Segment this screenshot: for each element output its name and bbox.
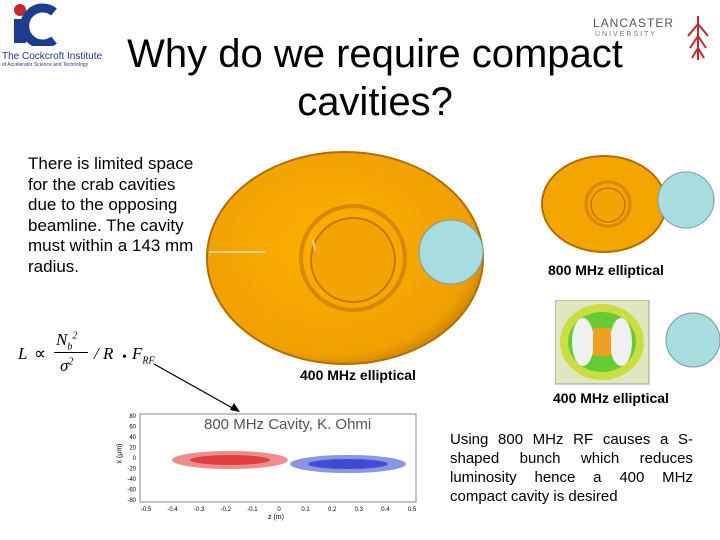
- x-tick-label: 0.1: [301, 507, 310, 513]
- x-tick-label: -0.5: [141, 507, 152, 513]
- luminosity-formula: L ∝ Nb2 σ2 / R • FRF: [18, 330, 178, 380]
- y-tick-label: 80: [129, 414, 136, 420]
- x-tick-label: 0.2: [328, 507, 337, 513]
- x-tick-label: -0.1: [247, 507, 258, 513]
- plot-xlabel: z (m): [268, 514, 284, 521]
- y-tick-label: 40: [129, 435, 136, 441]
- intro-paragraph: There is limited space for the crab cavi…: [28, 154, 194, 276]
- plot-title: 800 MHz Cavity, K. Ohmi: [204, 416, 372, 433]
- blue-bunch-core: [308, 459, 388, 469]
- formula-dot: •: [122, 350, 127, 365]
- slide-title-line2: cavities?: [297, 80, 453, 124]
- formula-lhs: L: [18, 344, 28, 363]
- caption-400mhz-left: 400 MHz elliptical: [300, 367, 416, 383]
- slide-title: Why do we require compact cavities?: [60, 30, 690, 126]
- cockcroft-subtitle: of Accelerator Science and Technology: [2, 62, 89, 68]
- formula-f-rf: FRF: [132, 344, 155, 367]
- explanation-paragraph: Using 800 MHz RF causes a S-shaped bunch…: [450, 431, 693, 505]
- bunch-plot: 80 60 40 20 0 -20 -40 -60 -80 -0.5 -0.4 -0.3 -0.2 -0…: [112, 410, 424, 526]
- x-tick-label: 0.5: [408, 507, 417, 513]
- y-tick-label: 20: [129, 446, 136, 452]
- y-tick-label: -60: [127, 488, 136, 494]
- formula-numerator: Nb2: [56, 330, 78, 353]
- caption-800mhz: 800 MHz elliptical: [548, 262, 664, 278]
- cockcroft-logo: The Cockcroft Institute of Accelerator S…: [2, 2, 110, 68]
- arrow-icon: [153, 363, 240, 412]
- x-tick-label: 0.4: [381, 507, 390, 513]
- cavity-400mhz-image: [206, 151, 484, 365]
- formula-fraction-bar: [54, 352, 88, 353]
- lancaster-crest-icon: [687, 16, 709, 60]
- formula-r-factor: / R: [94, 344, 114, 363]
- lancaster-logo: LANCASTER UNIVERSITY: [585, 10, 715, 66]
- red-bunch-core: [190, 455, 270, 465]
- lancaster-subtitle: UNIVERSITY: [595, 31, 658, 38]
- y-ticks: 80 60 40 20 0 -20 -40 -60 -80: [127, 414, 136, 504]
- y-tick-label: -20: [127, 467, 136, 473]
- formula-proportional: ∝: [34, 344, 47, 363]
- y-tick-label: 0: [133, 456, 137, 462]
- field-map-400mhz-image: [555, 300, 720, 385]
- plot-ylabel: x (μm): [116, 443, 124, 464]
- x-tick-label: 0.3: [355, 507, 364, 513]
- y-tick-label: -40: [127, 477, 136, 483]
- cavity-800mhz-image: [541, 155, 715, 253]
- x-tick-label: -0.4: [167, 507, 178, 513]
- cockcroft-name: The Cockcroft Institute: [2, 51, 103, 62]
- formula-denominator: σ2: [60, 356, 74, 375]
- y-tick-label: 60: [129, 425, 136, 431]
- x-tick-label: -0.2: [221, 507, 232, 513]
- x-tick-label: 0: [277, 507, 281, 513]
- slide-title-line1: Why do we require compact: [127, 32, 623, 76]
- x-tick-label: -0.3: [194, 507, 205, 513]
- x-ticks: -0.5 -0.4 -0.3 -0.2 -0.1 0 0.1 0.2 0.3 0.4 0.5: [141, 507, 417, 513]
- plot-frame: [139, 413, 417, 503]
- caption-400mhz-right: 400 MHz elliptical: [553, 390, 669, 406]
- cockcroft-emblem-icon: [14, 3, 57, 49]
- lancaster-name: LANCASTER: [593, 16, 675, 30]
- y-tick-label: -80: [127, 498, 136, 504]
